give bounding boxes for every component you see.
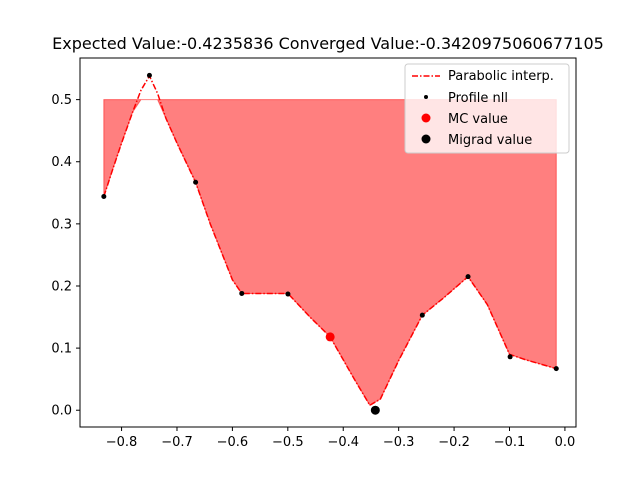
x-axis: −0.8 −0.7 −0.6 −0.5 −0.4 −0.3 −0.2 −0.1 0.0 [106,427,575,450]
legend-profile-swatch [424,95,428,99]
legend: Parabolic interp. Profile nll MC value M… [404,63,570,154]
chart-title: Expected Value:-0.4235836 Converged Valu… [52,34,604,53]
legend-interp-label: Parabolic interp. [448,69,554,84]
x-tick-label: −0.8 [106,435,138,450]
x-tick-label: −0.4 [327,435,359,450]
y-tick-label: 0.3 [51,217,72,232]
legend-mc-label: MC value [448,112,508,127]
migrad-value-marker [370,405,380,415]
profile-nll-point [101,194,107,200]
profile-nll-point [146,72,152,78]
profile-nll-point [239,290,245,296]
profile-nll-point [507,354,513,360]
x-tick-label: −0.7 [161,435,193,450]
legend-box [404,63,570,154]
x-tick-label: −0.3 [383,435,415,450]
profile-nll-point [465,274,471,280]
y-tick-label: 0.1 [51,342,72,357]
x-tick-label: −0.2 [438,435,470,450]
x-tick-label: −0.5 [272,435,304,450]
y-tick-label: 0.2 [51,279,72,294]
x-tick-label: −0.1 [494,435,526,450]
legend-mc-swatch [421,113,431,123]
profile-nll-point [419,312,425,318]
plot-area [101,72,559,415]
profile-nll-point [553,366,559,372]
series-line-parabolic-interp [103,74,557,407]
y-tick-label: 0.4 [51,155,72,170]
profile-nll-point [193,179,199,185]
y-tick-label: 0.0 [51,404,72,419]
legend-migrad-label: Migrad value [448,133,532,148]
x-tick-label: 0.0 [555,435,576,450]
legend-migrad-swatch [421,134,431,144]
mc-value-marker [325,332,335,342]
profile-nll-point [285,291,291,297]
y-tick-label: 0.5 [51,93,72,108]
y-axis: 0.0 0.1 0.2 0.3 0.4 0.5 [51,93,80,419]
x-tick-label: −0.6 [217,435,249,450]
axes-frame [79,57,577,428]
legend-profile-label: Profile nll [448,91,508,106]
